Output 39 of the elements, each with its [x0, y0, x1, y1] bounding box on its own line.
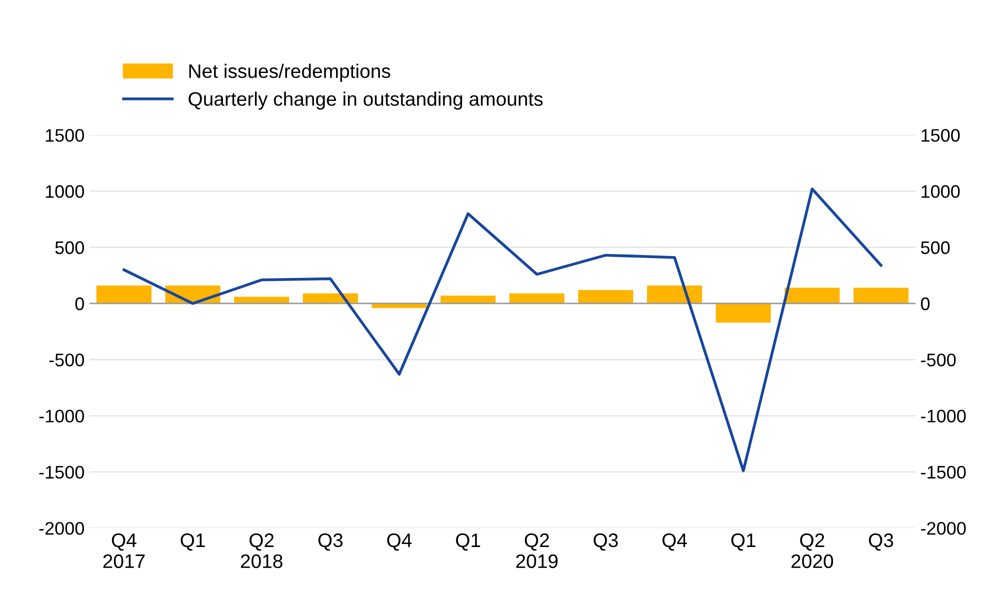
bar: [509, 293, 564, 304]
y2-tick-label: 500: [920, 241, 950, 254]
y-tick-label: -1000: [39, 410, 84, 422]
x-tick-label: Q1: [731, 533, 756, 551]
legend-label: Net issues/redemptions: [189, 64, 390, 82]
bar: [578, 290, 634, 304]
y-tick-label: 0: [75, 297, 84, 310]
y2-tick-label: 0: [920, 297, 930, 310]
y2-tick-label: -1500: [921, 466, 966, 479]
x-tick-label: Q3: [318, 533, 343, 551]
y-tick-label: 1000: [46, 185, 84, 198]
x-tick-label: Q2 2018: [240, 533, 282, 568]
bar: [716, 303, 771, 323]
y2-tick-label: -500: [921, 354, 956, 366]
line-series: [122, 188, 882, 472]
x-tick-label: Q4: [387, 533, 412, 551]
y2-tick-label: 1500: [922, 129, 960, 142]
y2-tick-label: -2000: [921, 522, 966, 535]
x-tick-label: Q4 2017: [103, 533, 145, 568]
x-tick-label: Q1: [180, 533, 205, 551]
bar: [440, 296, 496, 304]
y-tick-label: -1500: [39, 466, 84, 479]
y2-tick-label: 1000: [922, 185, 960, 198]
bar: [647, 286, 702, 304]
x-tick-label: Q3: [594, 533, 618, 551]
x-tick-label: Q1: [456, 533, 480, 551]
x-tick-label: Q2 2020: [792, 533, 834, 568]
y-tick-label: 500: [55, 241, 84, 254]
legend-label: Quarterly change in outstanding amounts: [188, 92, 543, 110]
bar: [784, 288, 840, 304]
x-tick-label: Q4: [662, 533, 687, 551]
bar: [96, 286, 152, 304]
bar: [853, 288, 909, 304]
x-tick-label: Q2 2019: [516, 533, 558, 568]
y-tick-label: 1500: [46, 129, 84, 142]
x-tick-label: Q3: [868, 533, 894, 551]
y2-tick-label: -1000: [921, 410, 966, 422]
y-tick-label: -2000: [39, 522, 84, 535]
y-tick-label: -500: [49, 354, 84, 366]
